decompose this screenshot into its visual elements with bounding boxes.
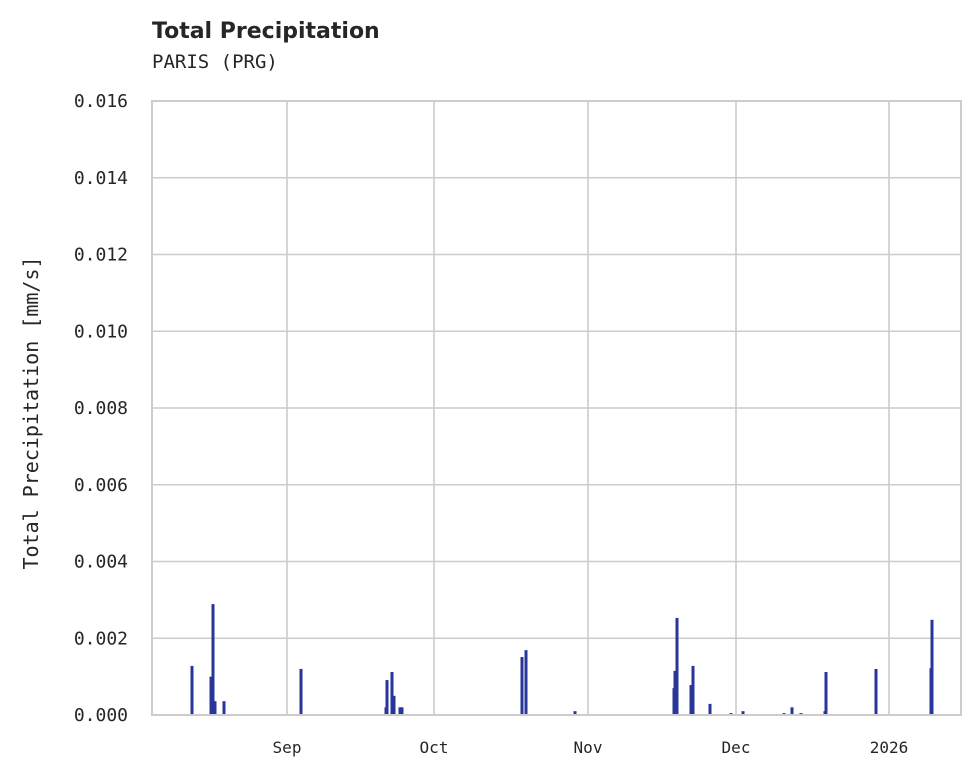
precipitation-bar	[400, 707, 404, 715]
precipitation-bar	[675, 617, 679, 715]
x-tick-label-oct: Oct	[420, 738, 449, 757]
precipitation-bar	[708, 703, 712, 715]
y-tick-label: 0.010	[74, 321, 128, 342]
precipitation-bar	[691, 665, 695, 715]
x-tick-label-dec: Dec	[722, 738, 751, 757]
bars	[190, 604, 934, 715]
precipitation-bar	[398, 707, 402, 715]
y-axis-label: Total Precipitation [mm/s]	[19, 256, 43, 569]
precipitation-bar	[689, 685, 693, 715]
precipitation-bar	[790, 707, 794, 715]
precipitation-bar	[392, 695, 396, 715]
y-tick-label: 0.012	[74, 245, 128, 266]
precipitation-bar	[573, 711, 577, 715]
precipitation-bar	[299, 668, 303, 715]
y-tick-label: 0.006	[74, 475, 128, 496]
y-tick-label: 0.014	[74, 168, 128, 189]
precipitation-bar	[874, 668, 878, 715]
x-tick-label-nov: Nov	[574, 738, 603, 757]
y-tick-label: 0.004	[74, 552, 128, 573]
y-tick-labels: 0.000 0.002 0.004 0.006 0.008 0.010 0.012 0.014…	[74, 91, 128, 726]
x-tick-label-sep: Sep	[273, 738, 302, 757]
precipitation-bar	[524, 650, 528, 715]
precipitation-bar	[824, 672, 828, 715]
x-tick-label-2026: 2026	[870, 738, 909, 757]
precipitation-bar	[930, 619, 934, 715]
y-gridlines	[152, 100, 961, 716]
precipitation-bar	[190, 665, 194, 715]
precipitation-bar	[673, 670, 677, 715]
precipitation-bar	[741, 711, 745, 715]
x-tick-labels: Sep Oct Nov Dec 2026	[273, 738, 909, 757]
precipitation-bar	[385, 680, 389, 715]
precipitation-bar	[520, 657, 524, 715]
y-tick-label: 0.016	[74, 91, 128, 112]
plot-frame	[151, 100, 962, 716]
precipitation-bar	[211, 604, 215, 715]
precipitation-bar	[213, 701, 217, 715]
precipitation-bar	[209, 676, 213, 715]
y-tick-label: 0.000	[74, 705, 128, 726]
precipitation-bar	[390, 672, 394, 715]
chart-subtitle: PARIS (PRG)	[152, 51, 278, 73]
y-tick-label: 0.008	[74, 398, 128, 419]
precipitation-bar	[222, 701, 226, 715]
x-gridlines	[286, 101, 890, 715]
y-tick-label: 0.002	[74, 628, 128, 649]
chart-title: Total Precipitation	[152, 19, 380, 44]
